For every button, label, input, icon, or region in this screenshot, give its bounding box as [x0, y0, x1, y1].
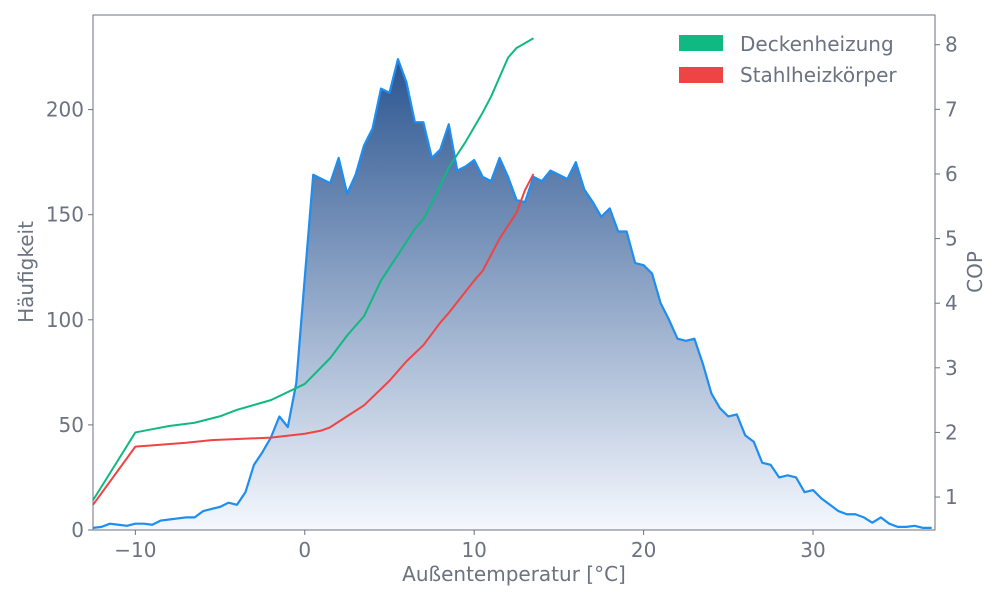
legend-label-deckenheizung: Deckenheizung [740, 32, 894, 56]
axes: −10 0 10 20 30 0 50 100 150 200 1 2 3 4 5 6 7 8 [46, 33, 958, 562]
y2-tick-label: 6 [945, 162, 958, 186]
cop-line-deckenheizung [92, 37, 534, 501]
cop-line-stahlheizkoerper [92, 173, 535, 506]
legend-swatch-deckenheizung [679, 35, 723, 51]
y-tick-label: 0 [71, 518, 84, 542]
legend: Deckenheizung Stahlheizkörper [679, 32, 897, 87]
y2-tick-label: 1 [945, 485, 958, 509]
y2-tick-label: 4 [945, 291, 958, 315]
legend-swatch-stahlheizkoerper [679, 67, 723, 83]
y2-tick-label: 8 [945, 33, 958, 57]
x-axis-label: Außentemperatur [°C] [402, 562, 626, 586]
histogram-area [93, 59, 932, 531]
y-tick-label: 100 [46, 308, 84, 332]
y2-tick-label: 2 [945, 420, 958, 444]
y2-tick-label: 7 [945, 97, 958, 121]
y-axis-label: Häufigkeit [14, 221, 38, 323]
x-tick-label: 0 [298, 538, 311, 562]
y-tick-label: 50 [59, 413, 84, 437]
plot-frame [92, 14, 936, 531]
x-tick-label: 10 [461, 538, 486, 562]
legend-label-stahlheizkoerper: Stahlheizkörper [740, 63, 897, 87]
plot-area [92, 37, 932, 531]
x-tick-label: 20 [631, 538, 656, 562]
y2-axis-label: COP [963, 251, 987, 293]
y2-tick-label: 5 [945, 227, 958, 251]
x-tick-label: 30 [800, 538, 825, 562]
y2-tick-label: 3 [945, 356, 958, 380]
y-tick-label: 200 [46, 98, 84, 122]
x-tick-label: −10 [114, 538, 156, 562]
histogram-line [92, 58, 932, 529]
y-tick-label: 150 [46, 203, 84, 227]
